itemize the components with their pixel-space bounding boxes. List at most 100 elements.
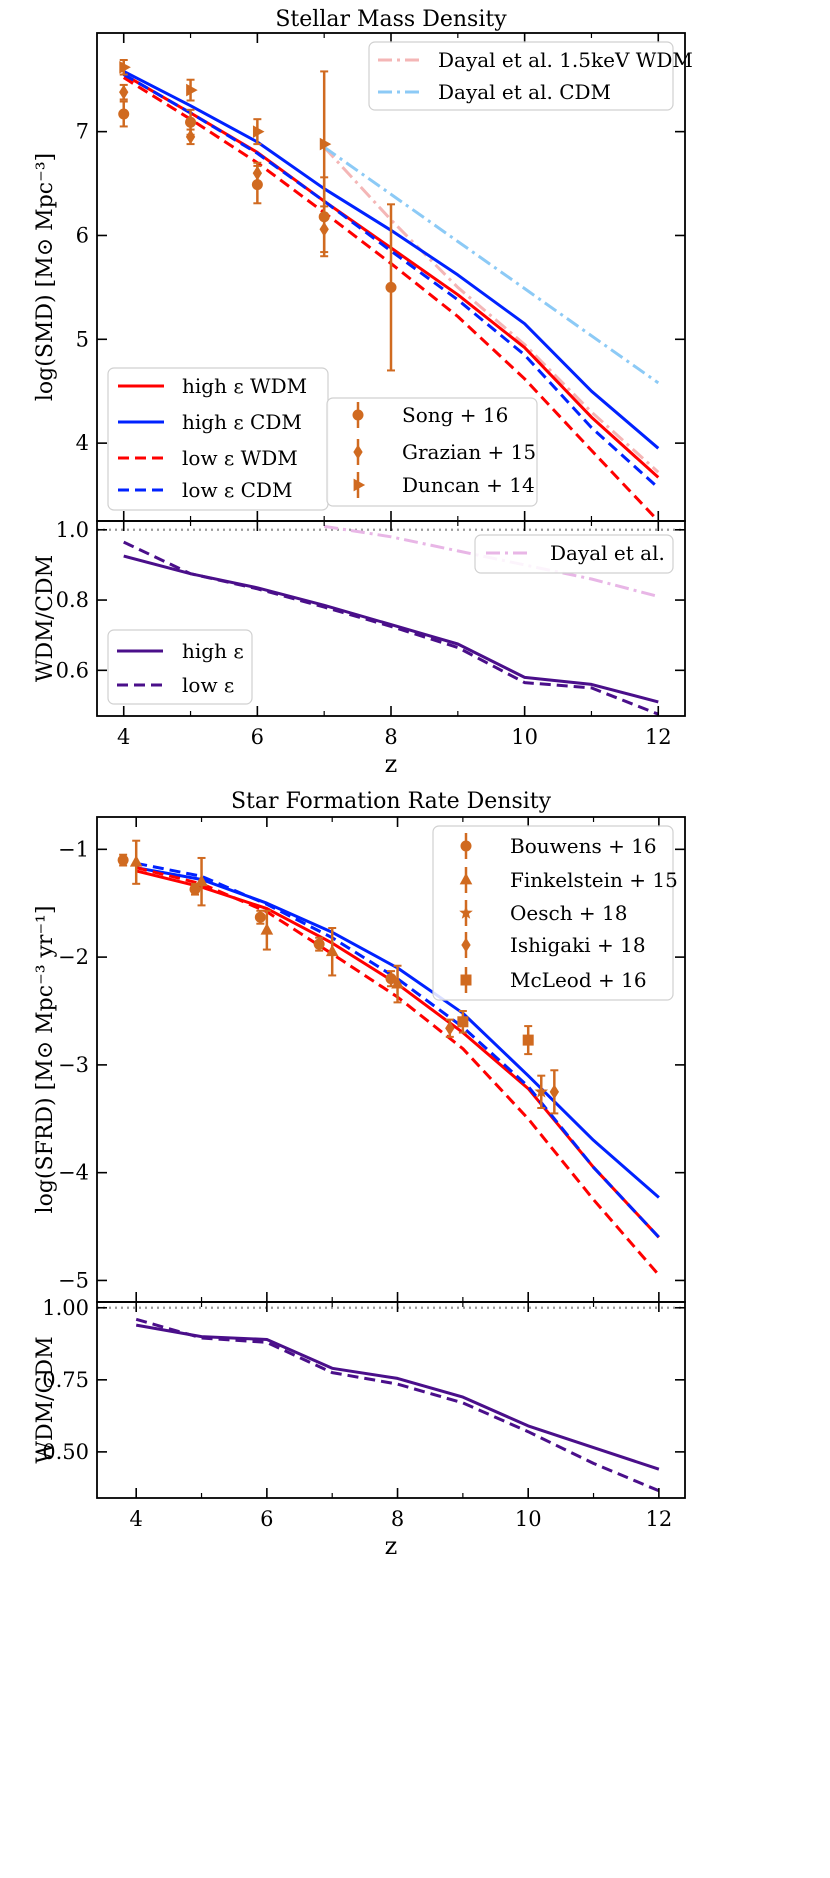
legend-label: low ε bbox=[182, 673, 234, 697]
data-point bbox=[185, 129, 196, 145]
x-tick-label: 4 bbox=[117, 725, 130, 749]
series-line bbox=[135, 1323, 660, 1471]
series-line bbox=[323, 146, 660, 474]
y-axis-label: WDM/CDM bbox=[33, 555, 58, 682]
legend-marker bbox=[459, 905, 473, 919]
legend-marker bbox=[460, 840, 472, 852]
panel-1: Stellar Mass Density 4 5 6 7 log(SMD) [M⊙ Mpc… bbox=[33, 7, 693, 522]
legend-marker bbox=[352, 409, 364, 421]
y-tick-label: 1.0 bbox=[56, 518, 89, 542]
y-tick-label: 1.00 bbox=[42, 1296, 89, 1320]
x-tick-label: 12 bbox=[645, 1507, 672, 1531]
data-point bbox=[119, 84, 129, 100]
y-tick-label: −1 bbox=[58, 837, 89, 861]
legend-frame bbox=[432, 825, 674, 1001]
legend-marker bbox=[353, 444, 363, 460]
legend-frame bbox=[368, 41, 674, 111]
legend-ref: Dayal et al. 1.5keV WDM Dayal et al. CDM bbox=[368, 41, 693, 111]
data-point bbox=[118, 108, 130, 120]
legend-model: high ε low ε bbox=[107, 629, 253, 705]
data-point bbox=[313, 938, 325, 950]
legend-marker bbox=[459, 872, 473, 885]
legend-label: Ishigaki + 18 bbox=[510, 933, 646, 957]
y-tick-label: −5 bbox=[58, 1268, 89, 1292]
legend-frame bbox=[326, 397, 538, 507]
series-line bbox=[122, 73, 660, 489]
x-tick-label: 8 bbox=[391, 1507, 404, 1531]
x-tick-label: 10 bbox=[511, 725, 538, 749]
y-tick-label: 6 bbox=[76, 223, 89, 247]
legend-label: Song + 16 bbox=[402, 403, 508, 427]
legend-model: high ε WDM high ε CDM low ε WDM low ε CDM bbox=[107, 367, 329, 511]
legend-label: Bouwens + 16 bbox=[510, 834, 657, 858]
x-axis-label: z bbox=[385, 750, 398, 778]
data-point bbox=[254, 911, 266, 923]
axes-frame bbox=[96, 1301, 686, 1499]
data-point bbox=[391, 976, 404, 989]
legend-obs: Bouwens + 16 Finkelstein + 15 Oesch + 18 Is… bbox=[432, 825, 678, 1001]
data-point bbox=[185, 116, 197, 128]
y-tick-label: 0.75 bbox=[42, 1368, 89, 1392]
data-point bbox=[522, 1034, 534, 1046]
series-line bbox=[123, 540, 659, 716]
data-point bbox=[385, 973, 397, 985]
y-axis-label: log(SFRD) [M⊙ Mpc⁻³ yr⁻¹] bbox=[33, 906, 58, 1214]
panel-title: Star Formation Rate Density bbox=[231, 789, 552, 814]
y-tick-label: 0.6 bbox=[56, 658, 89, 682]
legend-frame bbox=[474, 534, 674, 574]
data-point bbox=[189, 883, 201, 895]
data-point bbox=[534, 1084, 549, 1098]
legend-label: Oesch + 18 bbox=[510, 901, 628, 925]
x-tick-label: 12 bbox=[645, 725, 672, 749]
y-tick-label: −4 bbox=[58, 1161, 89, 1185]
data-point bbox=[129, 855, 143, 867]
data-point bbox=[252, 165, 263, 181]
legend-marker bbox=[353, 478, 366, 492]
legend-marker bbox=[460, 974, 472, 986]
legend-label: Finkelstein + 15 bbox=[510, 868, 678, 892]
legend-label: high ε WDM bbox=[182, 374, 307, 398]
y-tick-label: 4 bbox=[76, 431, 89, 455]
y-tick-label: 7 bbox=[76, 120, 89, 144]
data-point bbox=[319, 137, 332, 151]
y-tick-label: 5 bbox=[76, 327, 89, 351]
legend-label: high ε bbox=[182, 639, 244, 663]
legend-label: Duncan + 14 bbox=[402, 473, 535, 497]
x-tick-label: 4 bbox=[130, 1507, 143, 1531]
legend-label: Dayal et al. 1.5keV WDM bbox=[438, 48, 693, 72]
legend-label: Dayal et al. CDM bbox=[438, 80, 611, 104]
plot-area bbox=[135, 1317, 660, 1493]
x-tick-label: 8 bbox=[384, 725, 397, 749]
data-point bbox=[252, 125, 265, 138]
panel-3: Star Formation Rate Density −5 −4 −3 −2 −1 log… bbox=[33, 789, 686, 1303]
data-point bbox=[195, 874, 208, 887]
data-point bbox=[251, 179, 263, 191]
series-line bbox=[323, 145, 660, 385]
y-axis-label: WDM/CDM bbox=[33, 1336, 58, 1463]
plot-area bbox=[118, 58, 660, 521]
y-axis-label: log(SMD) [M⊙ Mpc⁻³] bbox=[33, 153, 58, 401]
data-point bbox=[260, 923, 274, 935]
legend-label: low ε CDM bbox=[182, 478, 292, 502]
legend-obs: Song + 16 Grazian + 15 Duncan + 14 bbox=[326, 397, 538, 507]
data-point bbox=[445, 1020, 455, 1036]
legend-label: low ε WDM bbox=[182, 446, 298, 470]
data-point bbox=[119, 60, 131, 74]
series-line bbox=[135, 1317, 660, 1493]
series-line bbox=[123, 554, 659, 704]
panel-title: Stellar Mass Density bbox=[275, 7, 507, 32]
data-point bbox=[457, 1016, 469, 1028]
legend-label: Dayal et al. bbox=[550, 541, 665, 565]
data-point bbox=[385, 281, 397, 293]
data-point bbox=[186, 83, 198, 97]
data-point bbox=[319, 221, 329, 237]
panel-2: 4 6 8 10 12 0.6 0.8 1.0 WDM/CDM z high ε low ε Dayal… bbox=[33, 518, 686, 778]
plot-area bbox=[117, 839, 661, 1277]
y-tick-label: −3 bbox=[58, 1053, 89, 1077]
y-tick-label: −2 bbox=[58, 945, 89, 969]
legend-label: Grazian + 15 bbox=[402, 440, 536, 464]
data-point bbox=[117, 854, 129, 866]
legend-ref: Dayal et al. bbox=[474, 534, 674, 574]
x-axis-label: z bbox=[385, 1532, 398, 1560]
